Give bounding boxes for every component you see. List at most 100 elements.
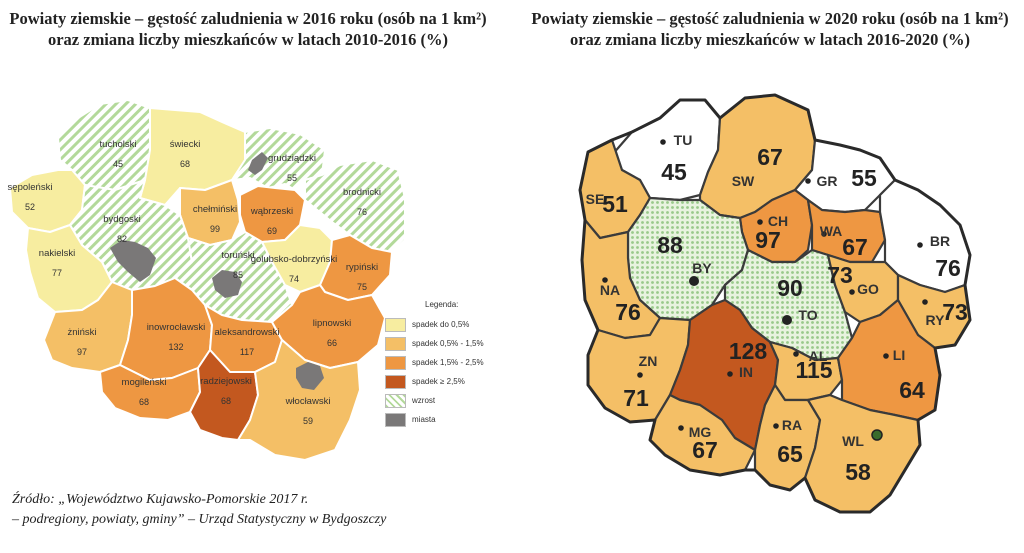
district-ch (738, 188, 814, 264)
district-name-label: chełmiński (193, 204, 237, 215)
city-bydgoszcz (110, 240, 156, 282)
district-value-label: 73 (942, 299, 968, 325)
district-name-label: brodnicki (343, 187, 381, 198)
seat-dot (793, 351, 799, 357)
district-code-label: GO (857, 281, 879, 297)
seat-dot (917, 242, 923, 248)
left-map-legend: Legenda: spadek do 0,5% spadek 0,5% - 1,… (385, 300, 507, 429)
district-se (578, 138, 652, 240)
district-al (768, 340, 844, 402)
district-gr (793, 138, 897, 214)
district-code-label: WA (820, 223, 843, 239)
seat-dot (757, 219, 763, 225)
district-value-label: 55 (287, 173, 297, 183)
district-value-label: 58 (845, 459, 871, 485)
source-line-2: – podregiony, powiaty, gminy” – Urząd St… (12, 512, 387, 527)
right-map-title: Powiaty ziemskie – gęstość zaludnienia w… (531, 9, 1009, 49)
seat-dot (602, 277, 608, 283)
district-name-label: nakielski (39, 248, 75, 259)
district-name-label: świecki (170, 139, 201, 150)
district-name-label: radziejowski (200, 376, 252, 387)
district-code-label: RY (926, 312, 946, 328)
left-map-title: Powiaty ziemskie – gęstość zaludnienia w… (9, 9, 487, 49)
source-note: Źródło: „Województwo Kujawsko-Pomorskie … (12, 490, 386, 530)
legend-swatch (385, 374, 406, 389)
district-code-label: SE (586, 191, 605, 207)
district-value-label: 115 (795, 357, 832, 383)
district-code-label: NA (600, 282, 620, 298)
district-value-label: 67 (757, 144, 783, 170)
district-value-label: 74 (289, 274, 299, 284)
seat-dot (922, 299, 928, 305)
district-tu (610, 98, 722, 202)
district-wloclawski (237, 339, 361, 461)
district-value-label: 68 (221, 396, 231, 406)
district-code-label: CH (768, 213, 788, 229)
legend-swatch (385, 317, 406, 332)
legend-row-spadek-05-15: spadek 0,5% - 1,5% (385, 334, 507, 353)
district-name-label: grudziądzki (268, 153, 316, 164)
district-to (723, 248, 854, 362)
district-value-label: 52 (25, 202, 35, 212)
district-code-label: IN (739, 364, 753, 380)
district-name-label: sępoleński (8, 182, 53, 193)
district-value-label: 99 (210, 224, 220, 234)
district-name-label: wąbrzeski (250, 206, 293, 217)
district-value-label: 76 (615, 299, 641, 325)
district-value-label: 76 (935, 255, 961, 281)
district-value-label: 77 (52, 268, 62, 278)
district-name-label: tucholski (100, 139, 137, 150)
district-name-label: inowrocławski (147, 322, 206, 333)
district-code-label: RA (782, 417, 802, 433)
district-na (580, 218, 662, 340)
district-sw (698, 93, 817, 220)
legend-label: spadek do 0,5% (412, 320, 470, 329)
legend-row-spadek-15-25: spadek 1,5% - 2,5% (385, 353, 507, 372)
district-value-label: 59 (303, 416, 313, 426)
city-wloclawek (296, 362, 324, 390)
district-code-label: SW (732, 173, 755, 189)
district-go (826, 253, 900, 324)
district-code-label: LI (893, 347, 905, 363)
district-value-label: 69 (267, 226, 277, 236)
district-code-label: BR (930, 233, 950, 249)
district-value-label: 71 (623, 385, 649, 411)
seat-dot (821, 231, 827, 237)
district-code-label: WL (842, 433, 864, 449)
seat-dot (773, 423, 779, 429)
district-li (836, 298, 942, 422)
district-value-label: 85 (233, 270, 243, 280)
legend-label: spadek 0,5% - 1,5% (412, 339, 484, 348)
legend-swatch (385, 393, 406, 408)
legend-label: wzrost (412, 396, 436, 405)
seat-dot (727, 371, 733, 377)
district-name-label: mogileński (122, 377, 167, 388)
district-value-label: 67 (842, 234, 868, 260)
city-torun (212, 270, 242, 298)
district-in (668, 298, 780, 452)
district-value-label: 68 (180, 159, 190, 169)
seat-dot (782, 315, 792, 325)
district-value-label: 82 (117, 234, 127, 244)
source-line-1: Źródło: „Województwo Kujawsko-Pomorskie … (12, 492, 309, 507)
voivodeship-border (578, 93, 972, 514)
city-grudziadz (248, 152, 268, 175)
legend-swatch (385, 412, 406, 427)
district-value-label: 45 (113, 159, 123, 169)
seat-dot (678, 425, 684, 431)
district-value-label: 55 (851, 165, 877, 191)
district-code-label: BY (692, 260, 712, 276)
district-mg (648, 393, 757, 477)
district-value-label: 97 (755, 227, 781, 253)
legend-row-spadek-05: spadek do 0,5% (385, 315, 507, 334)
district-wa (806, 198, 887, 264)
district-value-label: 128 (729, 338, 768, 364)
district-name-label: lipnowski (313, 318, 352, 329)
legend-label: spadek ≥ 2,5% (412, 377, 465, 386)
legend-title: Legenda: (425, 300, 459, 309)
district-value-label: 51 (602, 191, 628, 217)
district-value-label: 67 (692, 437, 718, 463)
district-name-label: bydgoski (103, 214, 141, 225)
district-code-label: ZN (639, 353, 658, 369)
district-value-label: 75 (357, 282, 367, 292)
